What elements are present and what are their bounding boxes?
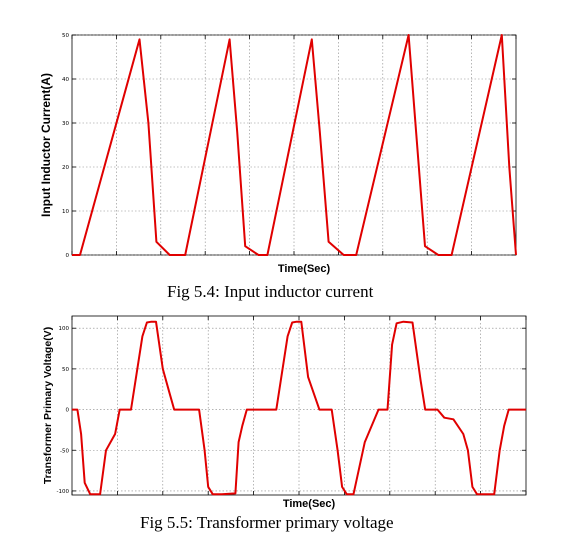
caption-fig-5-5: Fig 5.5: Transformer primary voltage (140, 513, 394, 532)
y-axis-label: Input Inductor Current(A) (39, 73, 53, 217)
plot-area (71, 315, 527, 496)
x-axis-label: Time(Sec) (283, 498, 336, 510)
y-tick-label: 0 (66, 408, 70, 414)
y-tick-label: 0 (66, 253, 70, 259)
y-tick-label: -50 (60, 448, 69, 454)
y-tick-label: -100 (57, 489, 70, 495)
y-tick-label: 10 (62, 209, 69, 215)
y-tick-label: 30 (62, 121, 69, 127)
caption-fig-5-4: Fig 5.4: Input inductor current (167, 282, 374, 301)
y-tick-label: 20 (62, 165, 69, 171)
y-tick-label: 50 (62, 367, 69, 373)
series-line (72, 320, 526, 496)
y-tick-label: 100 (59, 326, 70, 332)
y-tick-label: 40 (62, 77, 69, 83)
y-tick-label: 50 (62, 33, 69, 39)
series-line (72, 34, 517, 256)
x-axis-label: Time(Sec) (278, 263, 331, 275)
y-axis-label: Transformer Primary Voltage(V) (42, 327, 54, 484)
